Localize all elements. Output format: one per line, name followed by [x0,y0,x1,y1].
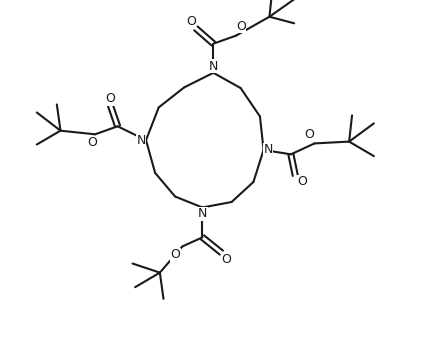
Text: O: O [171,248,181,261]
Text: N: N [198,207,207,221]
Text: O: O [186,15,196,28]
Text: O: O [221,253,231,266]
Text: O: O [304,127,314,141]
Text: O: O [236,20,246,33]
Text: O: O [87,136,97,149]
Text: O: O [105,92,115,105]
Text: N: N [263,143,273,157]
Text: O: O [297,175,307,189]
Text: N: N [137,134,146,147]
Text: N: N [209,60,218,73]
